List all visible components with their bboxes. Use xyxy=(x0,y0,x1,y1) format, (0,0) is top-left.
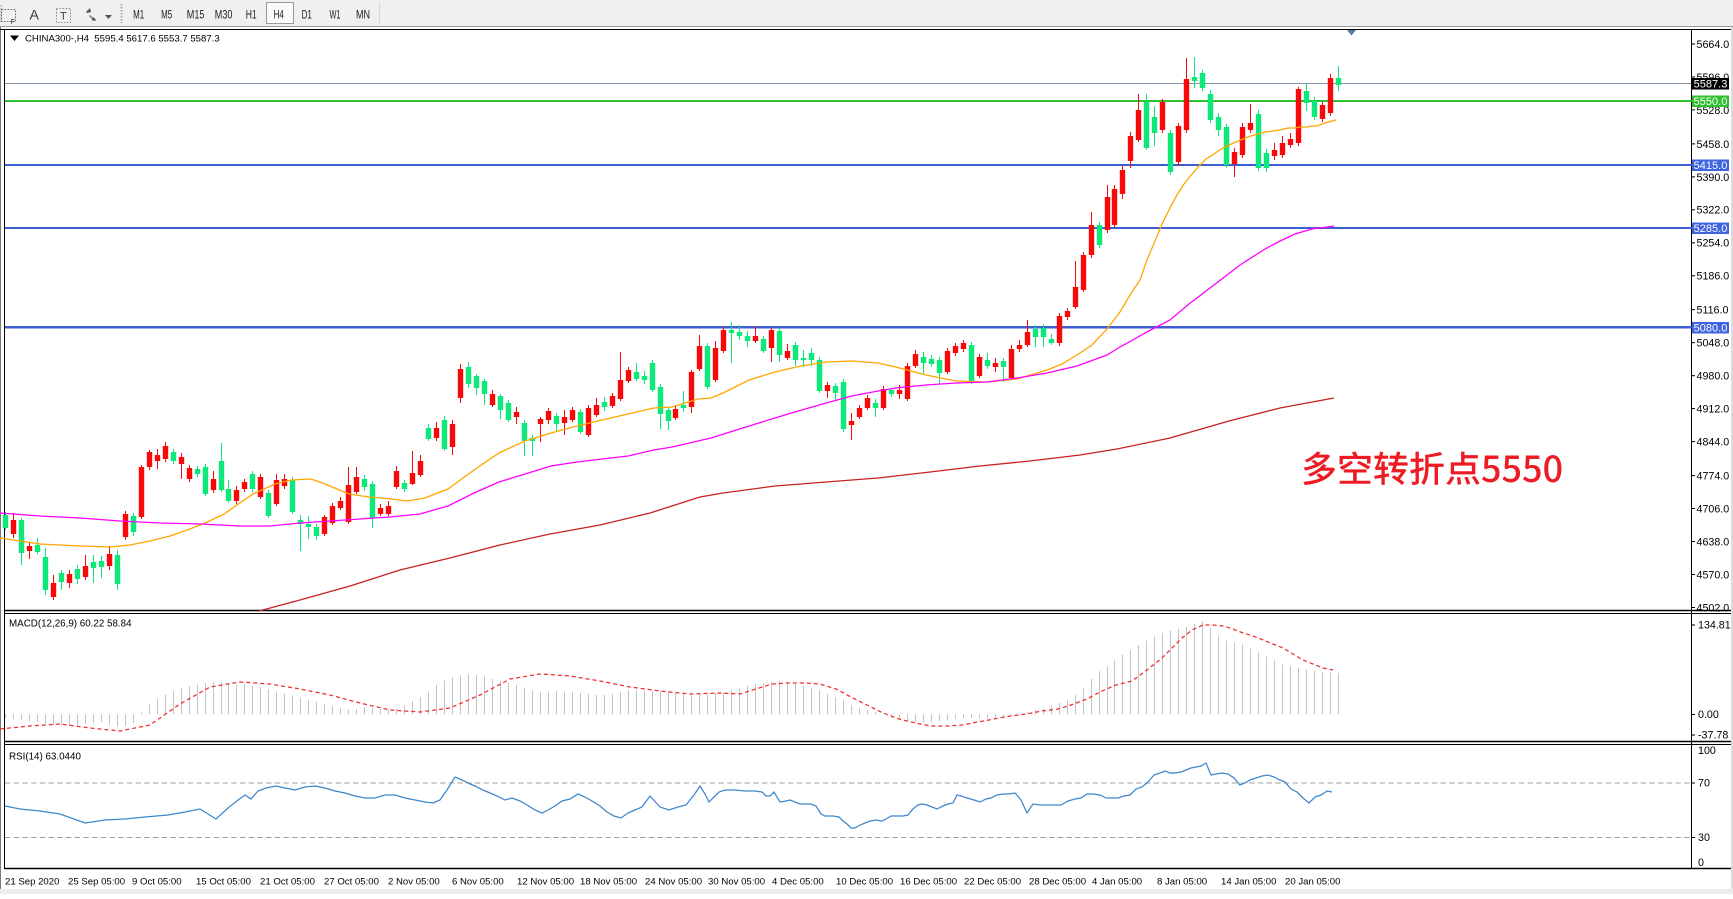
svg-text:30: 30 xyxy=(1698,832,1710,844)
svg-text:134.81: 134.81 xyxy=(1698,620,1731,632)
svg-text:H4: H4 xyxy=(274,7,284,21)
svg-text:5458.0: 5458.0 xyxy=(1697,139,1730,151)
svg-text:H1: H1 xyxy=(246,7,257,21)
svg-text:6 Nov 05:00: 6 Nov 05:00 xyxy=(452,877,504,888)
svg-text:5116.0: 5116.0 xyxy=(1697,305,1729,317)
svg-text:M5: M5 xyxy=(161,7,172,21)
svg-text:D1: D1 xyxy=(302,7,312,21)
svg-text:F: F xyxy=(11,19,15,26)
svg-text:21 Oct 05:00: 21 Oct 05:00 xyxy=(260,877,315,888)
svg-text:24 Nov 05:00: 24 Nov 05:00 xyxy=(645,877,702,888)
svg-text:4706.0: 4706.0 xyxy=(1697,503,1730,515)
svg-text:4502.0: 4502.0 xyxy=(1697,602,1730,614)
svg-text:4 Dec 05:00: 4 Dec 05:00 xyxy=(772,877,824,888)
svg-text:0: 0 xyxy=(1698,857,1704,869)
svg-text:5528.0: 5528.0 xyxy=(1697,105,1730,117)
svg-text:20 Jan 05:00: 20 Jan 05:00 xyxy=(1285,877,1340,888)
svg-text:15 Oct 05:00: 15 Oct 05:00 xyxy=(196,877,251,888)
svg-text:5550.0: 5550.0 xyxy=(1694,96,1728,108)
svg-text:2 Nov 05:00: 2 Nov 05:00 xyxy=(388,877,440,888)
svg-text:28 Dec 05:00: 28 Dec 05:00 xyxy=(1029,877,1086,888)
svg-text:22 Dec 05:00: 22 Dec 05:00 xyxy=(964,877,1021,888)
svg-text:14 Jan 05:00: 14 Jan 05:00 xyxy=(1221,877,1276,888)
svg-text:5415.0: 5415.0 xyxy=(1694,160,1728,172)
svg-text:70: 70 xyxy=(1698,778,1710,790)
svg-text:27 Oct 05:00: 27 Oct 05:00 xyxy=(324,877,379,888)
svg-text:5587.3: 5587.3 xyxy=(1694,78,1728,90)
svg-text:4980.0: 4980.0 xyxy=(1697,371,1730,383)
svg-text:5322.0: 5322.0 xyxy=(1697,205,1730,217)
svg-text:21 Sep 2020: 21 Sep 2020 xyxy=(5,877,59,888)
svg-text:5080.0: 5080.0 xyxy=(1694,322,1728,334)
svg-text:W1: W1 xyxy=(330,7,341,21)
svg-text:MACD(12,26,9) 60.22 58.84: MACD(12,26,9) 60.22 58.84 xyxy=(9,618,132,629)
svg-text:4 Jan 05:00: 4 Jan 05:00 xyxy=(1092,877,1142,888)
svg-text:5186.0: 5186.0 xyxy=(1697,271,1730,283)
svg-text:A: A xyxy=(30,8,40,23)
svg-text:12 Nov 05:00: 12 Nov 05:00 xyxy=(517,877,574,888)
svg-text:T: T xyxy=(60,11,67,23)
svg-text:CHINA300-,H4 5595.4 5617.6 55: CHINA300-,H4 5595.4 5617.6 5553.7 5587.3 xyxy=(25,34,220,45)
svg-text:5664.0: 5664.0 xyxy=(1697,39,1730,51)
svg-text:4570.0: 4570.0 xyxy=(1697,569,1730,581)
svg-text:5254.0: 5254.0 xyxy=(1697,238,1730,250)
svg-text:5285.0: 5285.0 xyxy=(1694,223,1728,235)
svg-text:10 Dec 05:00: 10 Dec 05:00 xyxy=(836,877,893,888)
svg-text:4638.0: 4638.0 xyxy=(1697,536,1730,548)
svg-text:18 Nov 05:00: 18 Nov 05:00 xyxy=(580,877,637,888)
svg-text:RSI(14) 63.0440: RSI(14) 63.0440 xyxy=(9,751,81,762)
svg-text:100: 100 xyxy=(1698,745,1716,757)
svg-text:8 Jan 05:00: 8 Jan 05:00 xyxy=(1157,877,1207,888)
svg-text:9 Oct 05:00: 9 Oct 05:00 xyxy=(132,877,182,888)
svg-text:M15: M15 xyxy=(187,7,205,21)
svg-text:M1: M1 xyxy=(133,7,144,21)
svg-text:0.00: 0.00 xyxy=(1698,709,1719,721)
svg-text:MN: MN xyxy=(356,7,370,21)
svg-text:-37.78: -37.78 xyxy=(1698,730,1728,742)
svg-text:4774.0: 4774.0 xyxy=(1697,471,1730,483)
svg-text:30 Nov 05:00: 30 Nov 05:00 xyxy=(708,877,765,888)
svg-text:16 Dec 05:00: 16 Dec 05:00 xyxy=(900,877,957,888)
svg-text:5048.0: 5048.0 xyxy=(1697,338,1730,350)
svg-text:25 Sep 05:00: 25 Sep 05:00 xyxy=(68,877,125,888)
svg-text:4844.0: 4844.0 xyxy=(1697,437,1730,449)
svg-text:4912.0: 4912.0 xyxy=(1697,404,1730,416)
svg-text:M30: M30 xyxy=(215,7,233,21)
svg-text:5390.0: 5390.0 xyxy=(1697,172,1730,184)
